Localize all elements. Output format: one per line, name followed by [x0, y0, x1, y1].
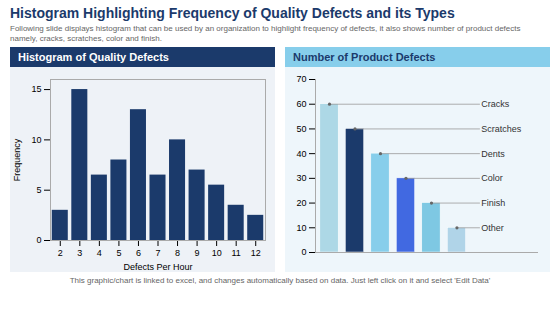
svg-text:3: 3 [77, 248, 82, 258]
svg-text:Color: Color [481, 173, 503, 183]
svg-text:10: 10 [212, 248, 222, 258]
svg-text:4: 4 [97, 248, 102, 258]
svg-text:Scratches: Scratches [481, 124, 522, 134]
svg-text:20: 20 [296, 198, 306, 208]
svg-text:40: 40 [296, 149, 306, 159]
svg-text:Dents: Dents [481, 149, 505, 159]
svg-text:0: 0 [301, 247, 306, 257]
html-text:Histogram Highlighting Frequen: Histogram Highlighting Frequency of Qual… [10, 5, 455, 21]
svg-text:8: 8 [175, 248, 180, 258]
svg-text:0: 0 [36, 235, 41, 245]
svg-text:2: 2 [58, 248, 63, 258]
svg-text:5: 5 [36, 185, 41, 195]
svg-text:10: 10 [296, 223, 306, 233]
svg-text:Other: Other [481, 223, 504, 233]
svg-text:Frequency: Frequency [12, 138, 22, 181]
svg-text:10: 10 [31, 135, 41, 145]
svg-text:11: 11 [232, 248, 241, 258]
svg-text:9: 9 [195, 248, 200, 258]
html-text:Number of Product Defects: Number of Product Defects [293, 51, 436, 63]
svg-text:50: 50 [296, 124, 306, 134]
svg-text:Cracks: Cracks [481, 99, 510, 109]
svg-text:70: 70 [296, 74, 306, 84]
svg-text:Defects Per Hour: Defects Per Hour [123, 262, 192, 272]
svg-text:7: 7 [155, 248, 160, 258]
svg-text:12: 12 [251, 248, 261, 258]
svg-text:30: 30 [296, 173, 306, 183]
svg-text:Finish: Finish [481, 198, 505, 208]
html-text:Following slide displays histo: Following slide displays histogram that … [10, 24, 521, 43]
html-text:This graphic/chart is linked t: This graphic/chart is linked to excel, a… [69, 276, 491, 285]
svg-text:15: 15 [31, 84, 41, 94]
svg-text:5: 5 [116, 248, 121, 258]
svg-text:6: 6 [136, 248, 141, 258]
svg-text:60: 60 [296, 99, 306, 109]
html-text:Histogram of Quality Defects: Histogram of Quality Defects [18, 51, 169, 63]
